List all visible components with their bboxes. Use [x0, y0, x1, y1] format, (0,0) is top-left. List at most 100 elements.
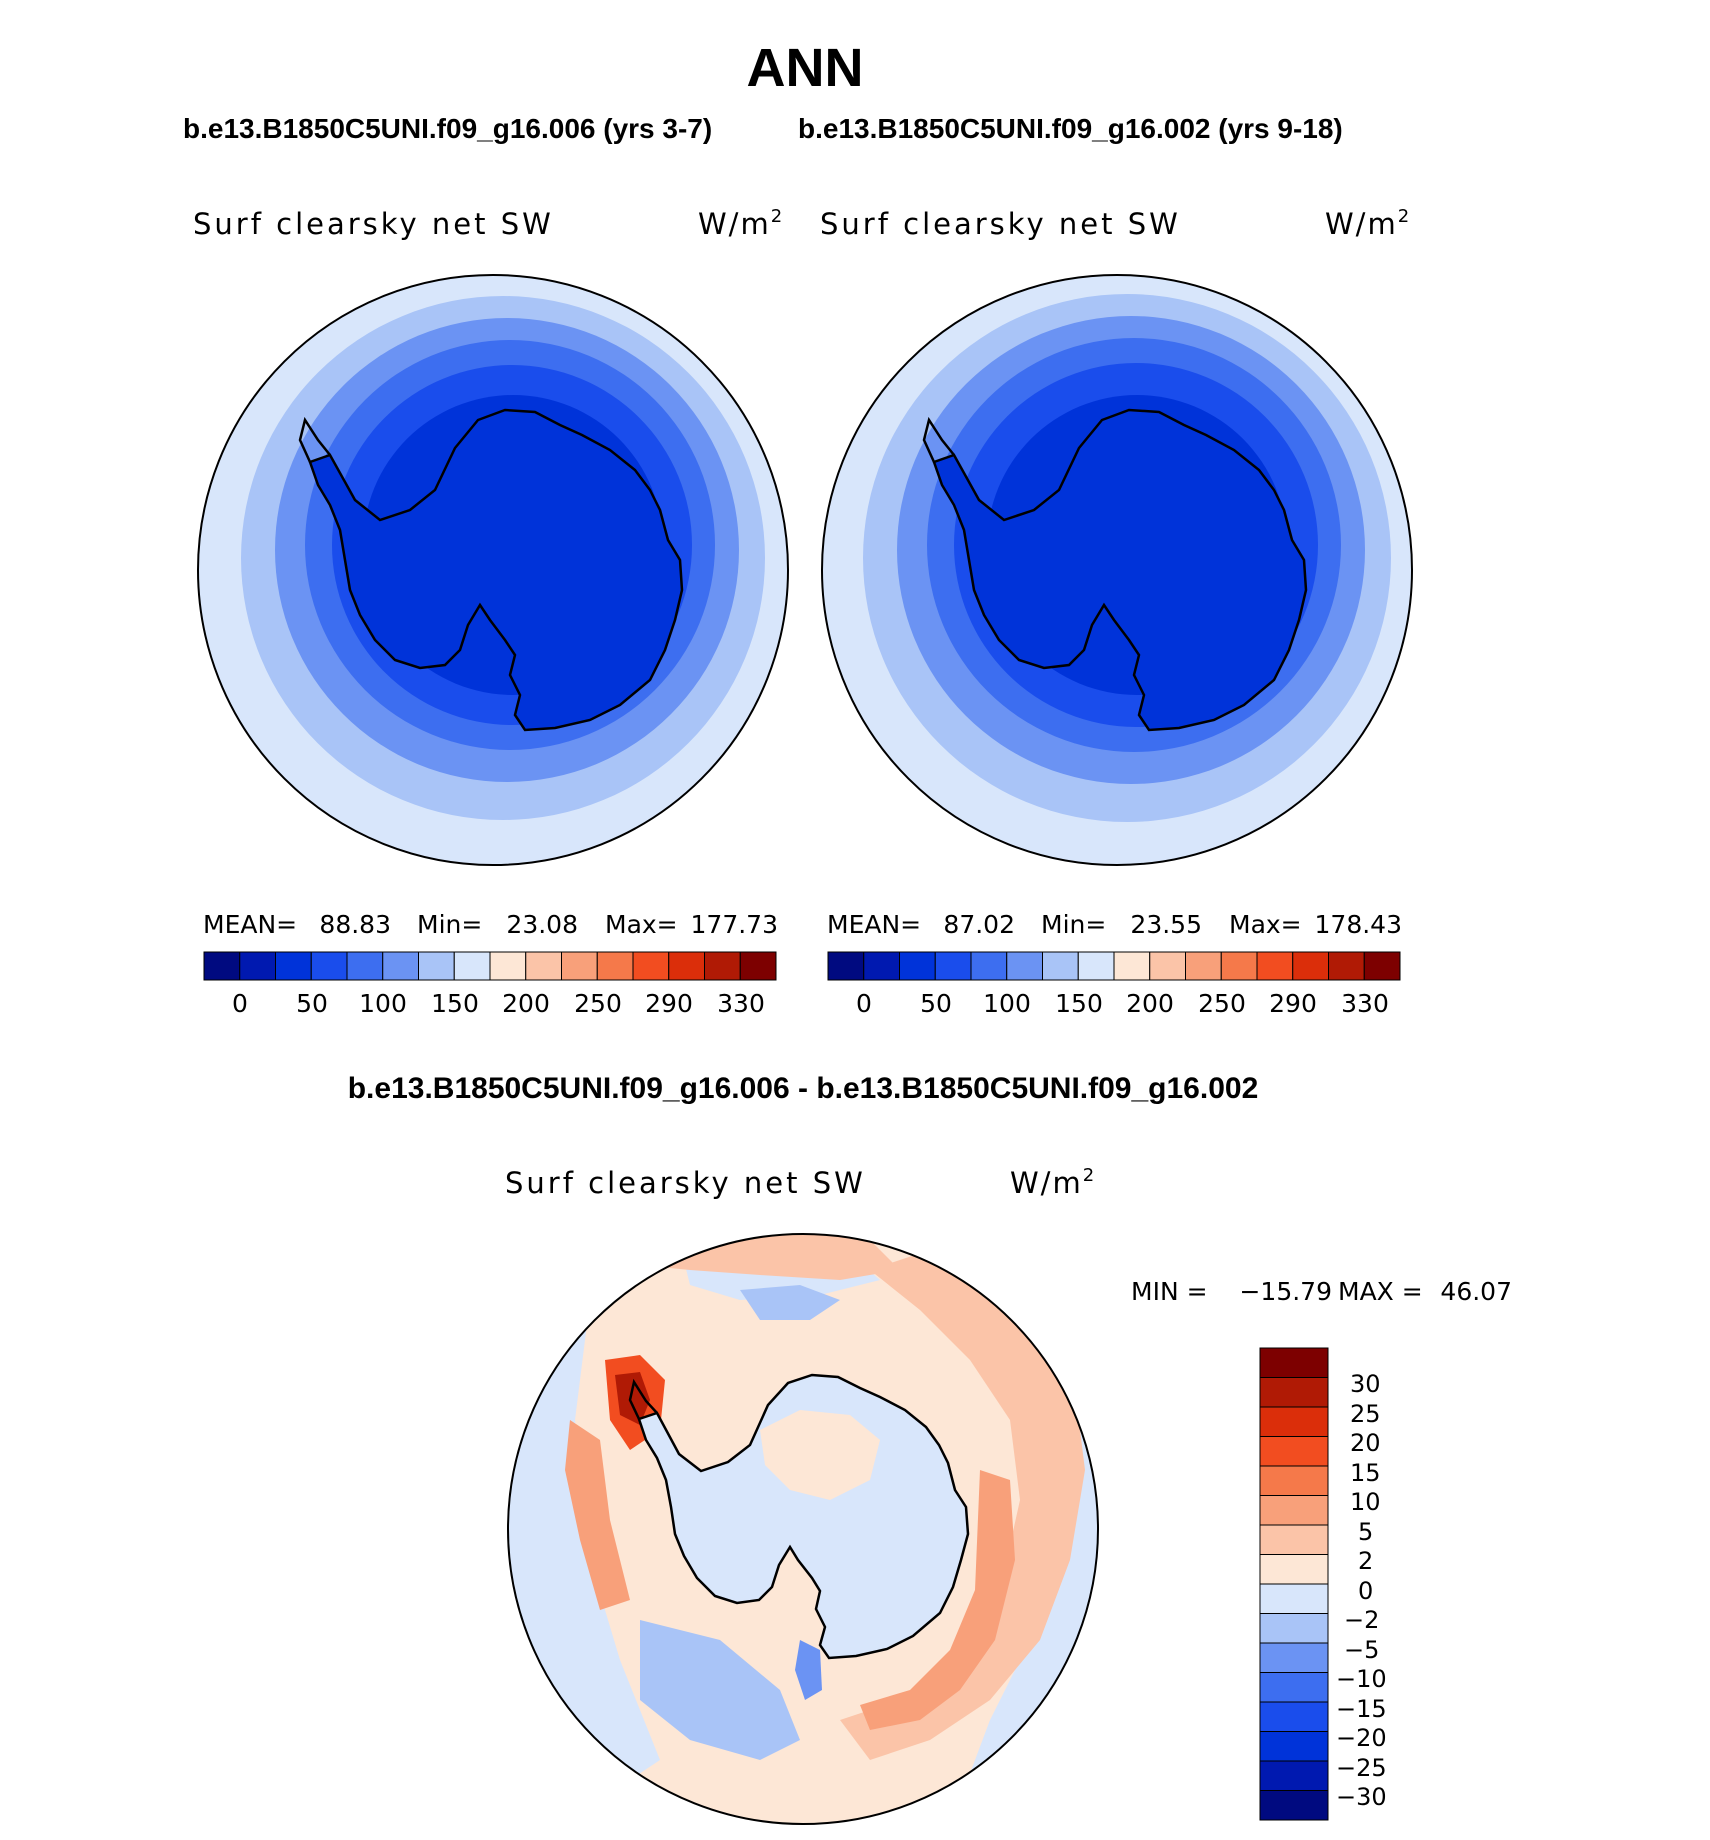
colorbar-swatch [1259, 1613, 1329, 1644]
colorbar-swatch [1259, 1760, 1329, 1791]
left-min-label: Min= [417, 910, 482, 939]
left-max-label: Max= [605, 910, 678, 939]
colorbar-swatch [1259, 1406, 1329, 1437]
diff-region-north-blue-patch [740, 1285, 840, 1320]
colorbar-swatch [453, 951, 491, 981]
right-cb-label: 250 [1198, 989, 1246, 1018]
left-cb-label: 100 [359, 989, 407, 1018]
colorbar-swatch [1259, 1672, 1329, 1703]
diff-cb-label: 2 [1358, 1547, 1373, 1575]
left-map [198, 275, 788, 865]
colorbar-swatch [1259, 1731, 1329, 1762]
diff-cb-label: −5 [1344, 1636, 1379, 1664]
colorbar-swatch [739, 951, 777, 981]
colorbar-swatch [310, 951, 348, 981]
diff-region-east-ring [840, 1250, 1085, 1760]
right-min-label: Min= [1041, 910, 1106, 939]
colorbar-swatch [1149, 951, 1186, 981]
diff-stats: MIN = −15.79 MAX = 46.07 [1131, 1277, 1512, 1306]
diff-region-south-blue [640, 1620, 800, 1760]
right-panel-subtitle: b.e13.B1850C5UNI.f09_g16.002 (yrs 9-18) [798, 113, 1343, 144]
left-variable-label: Surf clearsky net SW [193, 207, 554, 241]
left-cb-label: 150 [431, 989, 479, 1018]
colorbar-swatch [899, 951, 936, 981]
colorbar-swatch [525, 951, 562, 981]
right-panel: Surf clearsky net SW W/m2 MEAN= 87.02 Mi… [820, 206, 1413, 1018]
colorbar-swatch [1292, 951, 1329, 981]
right-min-value: 23.55 [1130, 910, 1202, 939]
colorbar-swatch [1259, 1701, 1329, 1732]
right-cb-label: 200 [1126, 989, 1174, 1018]
diff-cb-label: 0 [1358, 1577, 1373, 1605]
colorbar-swatch [1259, 1465, 1329, 1496]
right-map [822, 275, 1412, 865]
colorbar-swatch [1220, 951, 1258, 981]
left-mean-value: 88.83 [319, 910, 391, 939]
colorbar-swatch [1259, 1642, 1329, 1673]
diff-max-label: MAX = [1338, 1277, 1423, 1306]
diff-region-weddell-blue [795, 1640, 822, 1700]
right-map-border [821, 274, 1413, 866]
left-cb-label: 0 [232, 989, 248, 1018]
diff-cb-label: −10 [1336, 1665, 1387, 1693]
colorbar-swatch [1185, 951, 1222, 981]
right-cb-label: 330 [1341, 989, 1389, 1018]
colorbar-swatch [1259, 1583, 1329, 1614]
diff-variable-label: Surf clearsky net SW [505, 1166, 866, 1200]
diff-colorbar-labels: 30 25 20 15 10 5 2 0 −2 −5 −10 −15 −20 −… [1336, 1370, 1387, 1811]
left-units-label: W/m2 [698, 206, 784, 241]
figure-title: ANN [747, 38, 864, 98]
colorbar-swatch [863, 951, 900, 981]
colorbar-swatch [1259, 1377, 1329, 1408]
diff-cb-label: −15 [1336, 1695, 1387, 1723]
left-cb-label: 250 [574, 989, 622, 1018]
diff-cb-label: 30 [1350, 1370, 1381, 1398]
colorbar-swatch [1077, 951, 1115, 981]
diff-antarctic-peninsula [628, 1378, 658, 1420]
left-colorbar-labels: 0 50 100 150 200 250 290 330 [232, 989, 765, 1018]
left-colorbar [203, 951, 777, 981]
right-variable-label: Surf clearsky net SW [820, 207, 1181, 241]
colorbar-swatch [1259, 1790, 1329, 1821]
left-max-value: 177.73 [691, 910, 778, 939]
right-units-label: W/m2 [1325, 206, 1411, 241]
right-cb-label: 100 [983, 989, 1031, 1018]
colorbar-swatch [239, 951, 276, 981]
right-cb-label: 290 [1269, 989, 1317, 1018]
colorbar-swatch [489, 951, 527, 981]
colorbar-swatch [1363, 951, 1401, 981]
difference-panel: Surf clearsky net SW W/m2 MI [505, 1165, 1512, 1825]
right-stats: MEAN= 87.02 Min= 23.55 Max= 178.43 [827, 910, 1402, 939]
diff-region-peninsula-core [615, 1372, 650, 1425]
colorbar-swatch [1259, 1347, 1329, 1378]
left-map-border [197, 274, 789, 866]
difference-panel-title: b.e13.B1850C5UNI.f09_g16.006 - b.e13.B18… [348, 1072, 1259, 1105]
left-min-value: 23.08 [506, 910, 578, 939]
colorbar-swatch [1259, 1554, 1329, 1585]
diff-cb-label: 10 [1350, 1488, 1381, 1516]
colorbar-swatch [1006, 951, 1043, 981]
right-max-value: 178.43 [1315, 910, 1402, 939]
right-max-label: Max= [1229, 910, 1302, 939]
colorbar-swatch [346, 951, 384, 981]
colorbar-swatch [561, 951, 598, 981]
colorbar-swatch [827, 951, 865, 981]
diff-antarctica-coast [637, 1373, 970, 1660]
right-cb-label: 0 [856, 989, 872, 1018]
colorbar-swatch [1259, 1524, 1329, 1555]
left-cb-label: 200 [502, 989, 550, 1018]
colorbar-swatch [1042, 951, 1079, 981]
diff-min-label: MIN = [1131, 1277, 1208, 1306]
colorbar-swatch [275, 951, 312, 981]
diff-map [508, 1234, 1098, 1824]
diff-region-west-band [565, 1420, 630, 1610]
diff-cb-label: 15 [1350, 1459, 1381, 1487]
colorbar-swatch [596, 951, 634, 981]
colorbar-swatch [668, 951, 705, 981]
diff-cb-label: 5 [1358, 1518, 1373, 1546]
colorbar-swatch [934, 951, 972, 981]
diff-units-label: W/m2 [1010, 1165, 1096, 1200]
left-antarctic-peninsula [298, 416, 331, 463]
colorbar-swatch [704, 951, 741, 981]
